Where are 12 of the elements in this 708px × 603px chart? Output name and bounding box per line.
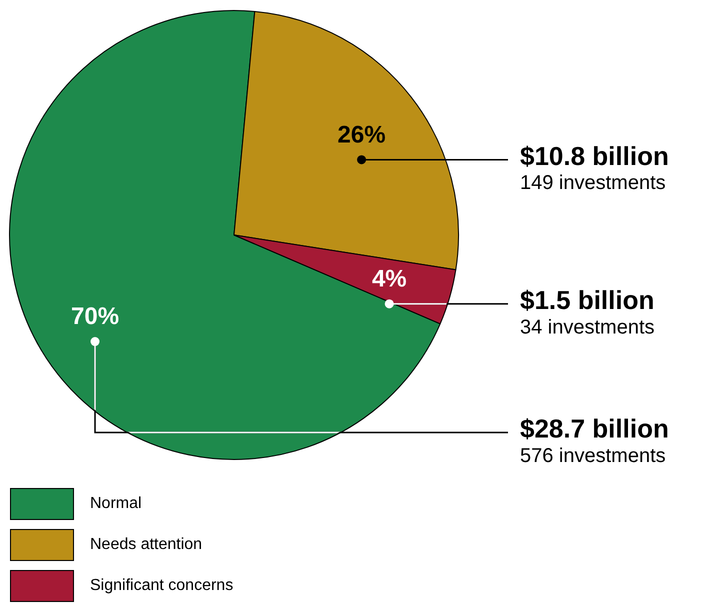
text: 576 investments — [520, 445, 666, 468]
text: 149 investments — [520, 172, 666, 194]
text: $10.8 billion — [520, 140, 669, 171]
text: $1.5 billion — [520, 284, 654, 315]
text: $28.7 billion — [520, 414, 669, 444]
text: 34 investments — [520, 316, 655, 338]
legend-label: Needs attention — [90, 536, 202, 554]
data-label: 70% — [70, 303, 120, 330]
data-label: 4% — [372, 265, 407, 292]
legend-label: Normal — [90, 495, 142, 513]
legend-label: Significant concerns — [90, 577, 234, 595]
data-label: 26% — [338, 121, 386, 148]
